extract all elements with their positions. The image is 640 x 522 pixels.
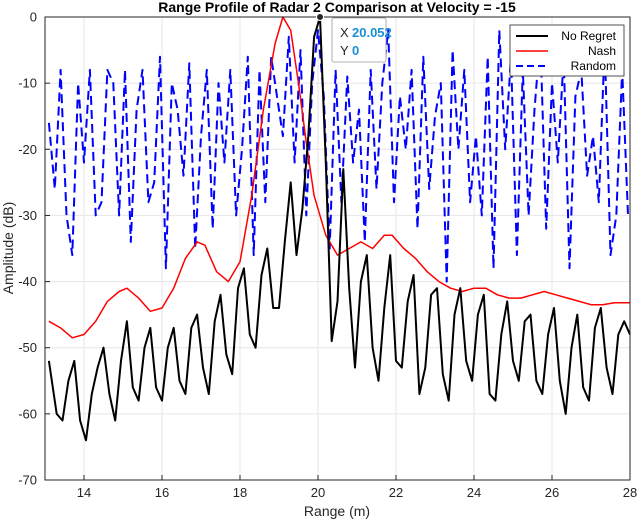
x-tick-label: 22 (389, 485, 403, 500)
x-tick-label: 24 (467, 485, 481, 500)
x-axis-ticks: 14 16 18 20 22 24 26 28 (77, 475, 637, 500)
y-tick-label: -30 (18, 208, 37, 223)
x-tick-label: 26 (545, 485, 559, 500)
y-tick-label: -50 (18, 340, 37, 355)
x-tick-label: 14 (77, 485, 91, 500)
y-axis-label: Amplitude (dB) (0, 202, 16, 295)
legend-label-nash: Nash (588, 44, 616, 58)
x-axis-label: Range (m) (304, 503, 370, 519)
series-line-nash (48, 16, 630, 339)
data-tip-x-value: 20.052 (352, 25, 392, 40)
plot-area (45, 17, 630, 480)
series-lines (47, 16, 631, 442)
axes-box (44, 16, 631, 481)
data-tip-y-label: Y (340, 43, 349, 58)
y-tick-label: -70 (18, 473, 37, 488)
legend-label-random: Random (571, 59, 616, 73)
y-tick-label: 0 (30, 10, 37, 25)
y-axis-ticks: 0 -10 -20 -30 -40 -50 -60 -70 (18, 10, 50, 488)
y-tick-label: -10 (18, 76, 37, 91)
series-line-random (47, 29, 629, 283)
data-tip-box (331, 17, 387, 63)
x-tick-label: 28 (623, 485, 637, 500)
legend[interactable]: No Regret Nash Random (509, 24, 625, 77)
y-tick-label: -40 (18, 274, 37, 289)
chart-title: Range Profile of Radar 2 Comparison at V… (158, 0, 516, 15)
x-tick-label: 16 (155, 485, 169, 500)
data-tip-y-value: 0 (352, 43, 359, 58)
y-tick-label: -20 (18, 142, 37, 157)
x-tick-label: 20 (311, 485, 325, 500)
data-tip-x-label: X (340, 25, 349, 40)
data-tip-marker (316, 13, 325, 21)
x-tick-label: 18 (233, 485, 247, 500)
y-tick-label: -60 (18, 406, 37, 421)
legend-label-no-regret: No Regret (561, 29, 616, 43)
series-line-no-regret (47, 16, 631, 442)
data-tip[interactable]: X 20.052 Y 0 (316, 13, 392, 63)
